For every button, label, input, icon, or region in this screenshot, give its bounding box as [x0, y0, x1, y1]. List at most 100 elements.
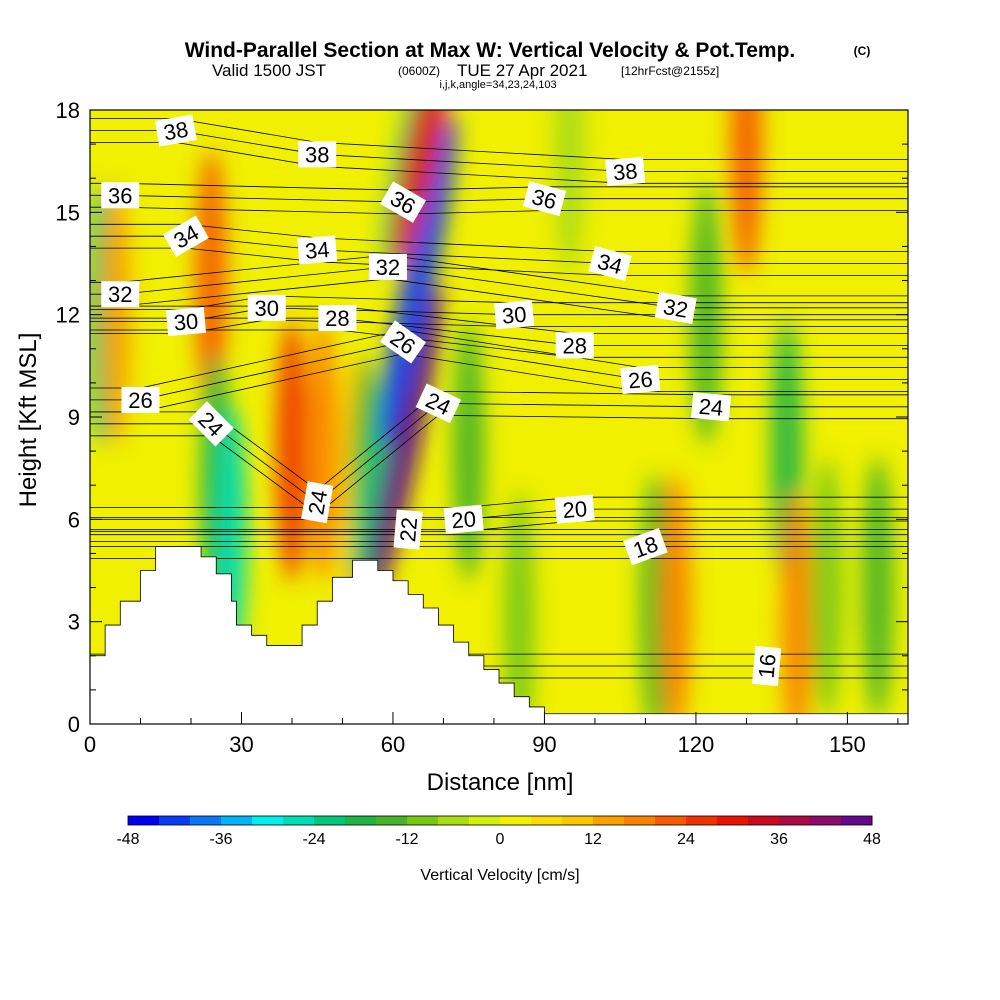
theta-label: 20	[443, 504, 484, 534]
theta-label: 38	[298, 141, 337, 168]
theta-contour-24	[90, 390, 908, 491]
theta-label-text: 30	[254, 296, 278, 321]
theta-label-box	[588, 246, 632, 281]
y-tick-label: 15	[56, 200, 80, 225]
w-feature	[364, 284, 442, 618]
theta-label-box	[154, 114, 197, 147]
theta-label-text: 38	[305, 142, 329, 167]
theta-label: 34	[297, 235, 338, 265]
colorbar-tick-label: -24	[302, 831, 325, 848]
theta-label-box	[605, 156, 646, 187]
w-feature	[780, 491, 813, 724]
y-tick-label: 18	[56, 98, 80, 123]
theta-contour-20	[90, 508, 908, 520]
y-axis-label: Height [Kft MSL]	[15, 333, 42, 508]
w-feature	[811, 457, 844, 718]
theta-label: 38	[154, 114, 197, 147]
w-feature	[553, 110, 586, 275]
theta-label-box	[247, 294, 286, 321]
w-feature	[861, 457, 894, 718]
forecast-info: [12hrFcst@2155z]	[621, 64, 719, 78]
w-feature	[379, 114, 457, 447]
colorbar-frame	[127, 815, 873, 826]
theta-label-box	[101, 182, 140, 209]
theta-label-text: 32	[108, 282, 132, 307]
x-tick-label: 30	[229, 732, 253, 757]
w-feature	[99, 184, 132, 445]
colorbar-swatch	[438, 816, 470, 825]
colorbar-tick-label: -12	[395, 831, 418, 848]
colorbar-tick-label: 0	[496, 831, 505, 848]
theta-label-box	[165, 306, 206, 337]
colorbar-swatch	[655, 816, 687, 825]
theta-label-text: 26	[627, 366, 654, 393]
theta-label-text: 24	[698, 394, 725, 421]
theta-label-text: 16	[754, 653, 781, 680]
theta-contour-20	[90, 496, 908, 508]
colorbar-swatch	[717, 816, 749, 825]
theta-label: 28	[318, 305, 357, 332]
theta-label-text: 20	[450, 506, 477, 533]
colorbar-swatch	[779, 816, 811, 825]
colorbar-swatch	[376, 816, 408, 825]
theta-label-text: 38	[612, 158, 639, 185]
colorbar-swatch	[531, 816, 563, 825]
colorbar-swatch	[252, 816, 284, 825]
theta-label-text: 24	[303, 488, 332, 516]
theta-label: 30	[494, 300, 535, 330]
x-tick-label: 120	[678, 732, 715, 757]
valid-time: Valid 1500 JST	[212, 61, 326, 80]
theta-label-box	[318, 305, 357, 332]
theta-label: 36	[522, 181, 567, 217]
theta-label-text: 30	[173, 308, 200, 335]
copyright-mark: (C)	[854, 44, 871, 58]
colorbar-swatch	[562, 816, 594, 825]
colorbar-tick-label: -48	[116, 831, 139, 848]
y-tick-label: 6	[68, 507, 80, 532]
colorbar-swatch	[407, 816, 439, 825]
theta-label: 26	[620, 364, 661, 395]
theta-label: 32	[368, 253, 407, 280]
theta-label-box	[623, 527, 668, 566]
x-tick-label: 60	[381, 732, 405, 757]
colorbar-label: Vertical Velocity [cm/s]	[420, 867, 579, 884]
theta-label-box	[162, 215, 209, 257]
theta-label-text: 34	[304, 237, 331, 264]
colorbar-swatch	[159, 816, 191, 825]
colorbar-swatch	[500, 816, 532, 825]
theta-contour-24	[90, 402, 908, 503]
colorbar-swatch	[810, 816, 842, 825]
theta-label-box	[554, 494, 595, 524]
w-feature	[730, 110, 763, 275]
colorbar-tick-label: 24	[677, 831, 695, 848]
theta-label-box	[620, 364, 661, 395]
w-feature	[195, 150, 228, 411]
theta-label-box	[522, 181, 567, 217]
theta-label-text: 28	[562, 333, 586, 358]
colorbar-swatch	[190, 816, 222, 825]
theta-label-box	[297, 235, 338, 265]
theta-label: 30	[165, 306, 206, 337]
colorbar-swatch	[283, 816, 315, 825]
theta-label-box	[101, 281, 140, 308]
theta-contour-28	[90, 329, 908, 358]
theta-label-box	[298, 141, 337, 168]
colorbar-swatch	[314, 816, 346, 825]
theta-label-box	[555, 332, 594, 359]
theta-label-text: 32	[661, 294, 689, 323]
colorbar-tick-label: 48	[863, 831, 881, 848]
theta-label: 24	[691, 392, 732, 422]
theta-contour-24	[90, 414, 908, 515]
theta-label-box	[443, 504, 484, 534]
theta-label-box	[494, 300, 535, 330]
colorbar-swatch	[748, 816, 780, 825]
theta-contour-20	[90, 520, 908, 532]
theta-label: 22	[393, 509, 423, 550]
grid-indices: i,j,k,angle=34,23,24,103	[439, 79, 556, 91]
theta-label-box	[121, 386, 160, 413]
colorbar-tick-label: 12	[584, 831, 602, 848]
theta-label: 24	[301, 481, 334, 524]
